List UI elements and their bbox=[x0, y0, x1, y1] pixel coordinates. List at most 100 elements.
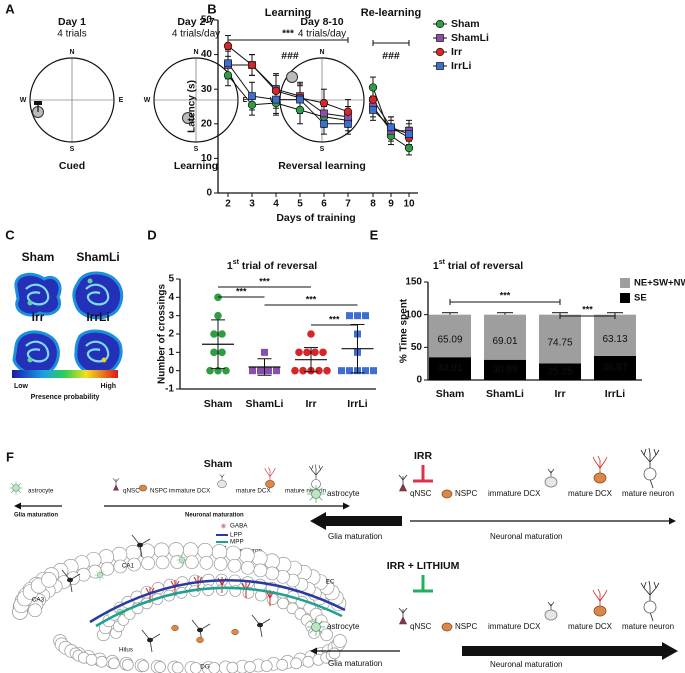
series-line bbox=[227, 45, 349, 113]
phase-label: Cued bbox=[59, 160, 85, 172]
compass-label: S bbox=[194, 146, 199, 153]
marker bbox=[247, 100, 257, 109]
compass-label: W bbox=[144, 97, 151, 104]
glia-label: Glia maturation bbox=[328, 659, 382, 668]
neuronal-arrow bbox=[104, 502, 350, 510]
x-tick-label: IrrLi bbox=[347, 398, 368, 410]
cell-icon bbox=[307, 485, 325, 503]
cell-icon bbox=[231, 628, 239, 636]
platform-flag bbox=[34, 101, 42, 105]
group-label: Re-learning bbox=[361, 7, 422, 19]
cell bbox=[127, 557, 141, 572]
platform bbox=[286, 71, 298, 83]
bar-segment bbox=[594, 355, 636, 380]
cell-icon bbox=[9, 481, 23, 495]
title-part: 1 bbox=[433, 260, 439, 272]
y-tick-label: 20 bbox=[201, 118, 213, 129]
cell-icon bbox=[640, 447, 660, 489]
heatmap-hotspot bbox=[87, 278, 93, 284]
cell bbox=[320, 628, 333, 642]
interneuron-body bbox=[257, 622, 263, 628]
glia-label: Glia maturation bbox=[328, 532, 382, 541]
data-point bbox=[346, 312, 353, 320]
heatmap-label: IrrLi bbox=[86, 310, 109, 324]
y-tick-label: 0 bbox=[168, 365, 174, 376]
colorbar-title: Presence probability bbox=[31, 394, 100, 401]
inhibition-symbol bbox=[413, 465, 433, 483]
section-title: IRR bbox=[414, 450, 433, 462]
significance-label: *** bbox=[306, 294, 317, 304]
region-label: CA3 bbox=[32, 597, 45, 604]
colorbar bbox=[12, 370, 118, 378]
y-tick-label: 0 bbox=[206, 188, 212, 199]
cell-icon bbox=[398, 607, 408, 625]
marker bbox=[343, 107, 353, 116]
data-point bbox=[273, 367, 280, 375]
x-tick-label: 9 bbox=[388, 199, 394, 210]
nspc-body bbox=[441, 489, 453, 499]
cell-label: mature neuron bbox=[622, 489, 674, 498]
cell bbox=[41, 572, 57, 588]
nspc-body bbox=[231, 628, 239, 636]
cell-label: immature DCX bbox=[488, 622, 541, 631]
cell bbox=[85, 653, 98, 666]
x-tick-label: Sham bbox=[204, 398, 233, 410]
interneuron-body bbox=[197, 627, 203, 633]
cell-label: NSPC bbox=[455, 622, 477, 631]
bar-segment bbox=[484, 359, 526, 380]
glia-arrow bbox=[14, 502, 62, 510]
y-tick-label: 5 bbox=[168, 274, 174, 285]
data-point bbox=[222, 366, 230, 375]
y-axis-label: Latency (s) bbox=[187, 80, 198, 133]
neuronal-arrow bbox=[410, 517, 676, 525]
title-part: trial of reversal bbox=[445, 260, 523, 272]
trials-label: 4 trials/day bbox=[172, 29, 220, 40]
cell bbox=[199, 555, 214, 570]
series-line bbox=[227, 62, 348, 125]
neuron-body bbox=[643, 600, 657, 614]
legend-label: Irr bbox=[451, 46, 462, 58]
glia-label: Glia maturation bbox=[14, 513, 58, 519]
cell-icon bbox=[544, 601, 558, 621]
cell bbox=[28, 603, 42, 618]
phase-label: Learning bbox=[174, 160, 218, 172]
cell bbox=[197, 542, 213, 559]
cell bbox=[155, 555, 170, 570]
marker bbox=[319, 98, 329, 108]
qnsc-process bbox=[398, 607, 404, 614]
cell-label: qNSC bbox=[123, 488, 140, 495]
x-tick-label: 6 bbox=[321, 199, 327, 210]
marker bbox=[295, 105, 305, 115]
y-tick-label: 50 bbox=[201, 15, 213, 26]
gaba-icon bbox=[221, 523, 226, 529]
section-title: Sham bbox=[204, 458, 233, 470]
cell bbox=[95, 655, 108, 668]
note-label: ### bbox=[281, 50, 299, 62]
colorbar-low: Low bbox=[14, 383, 29, 390]
data-point bbox=[315, 366, 323, 375]
heatmap-trace bbox=[25, 283, 50, 306]
nspc-body bbox=[171, 624, 179, 632]
day-label: Day 1 bbox=[58, 16, 86, 28]
y-tick-label: 3 bbox=[168, 310, 174, 321]
heatmap-hotspot bbox=[101, 357, 107, 363]
cell-icon bbox=[264, 467, 276, 489]
marker bbox=[223, 41, 233, 51]
cell-label: astrocyte bbox=[28, 488, 54, 495]
compass-label: N bbox=[69, 49, 74, 56]
cell bbox=[121, 659, 134, 671]
x-tick-label: 7 bbox=[345, 199, 351, 210]
compass-label: S bbox=[320, 146, 325, 153]
cell bbox=[302, 655, 315, 668]
cell-label: NSPC bbox=[150, 488, 168, 495]
neuronal-label: Neuronal maturation bbox=[490, 532, 562, 541]
mpp-path bbox=[95, 586, 343, 628]
title-part: 1 bbox=[227, 260, 233, 272]
value-label: 69.01 bbox=[492, 336, 517, 347]
cell bbox=[226, 661, 239, 673]
data-point bbox=[346, 367, 353, 375]
group-label: Learning bbox=[265, 7, 311, 19]
data-point bbox=[323, 366, 331, 375]
x-tick-label: 2 bbox=[225, 199, 231, 210]
marker bbox=[272, 95, 280, 104]
